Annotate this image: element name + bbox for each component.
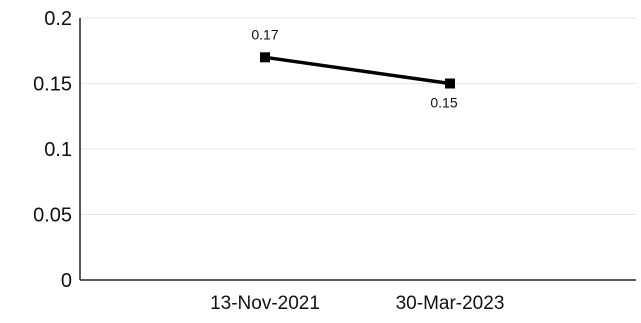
gridlines [80,17,636,215]
series-line [264,55,451,86]
y-tick-label: 0.1 [44,139,72,161]
y-tick-label: 0.05 [33,205,72,227]
data-label: 0.17 [251,26,278,42]
data-label: 0.15 [430,95,457,111]
y-tick-label: 0 [61,270,72,292]
data-labels: 0.17 0.15 [251,26,457,110]
y-tick-label: 0.2 [44,8,72,30]
y-tick-labels: 0 0.05 0.1 0.15 0.2 [33,8,72,292]
data-point-marker [445,78,455,89]
x-tick-labels: 13-Nov-2021 30-Mar-2023 [210,293,504,314]
x-tick-label: 13-Nov-2021 [210,293,320,314]
series-group [260,52,455,89]
y-tick-label: 0.15 [33,74,72,96]
axes [79,18,636,281]
x-tick-label: 30-Mar-2023 [396,293,505,314]
data-point-marker [260,52,270,63]
